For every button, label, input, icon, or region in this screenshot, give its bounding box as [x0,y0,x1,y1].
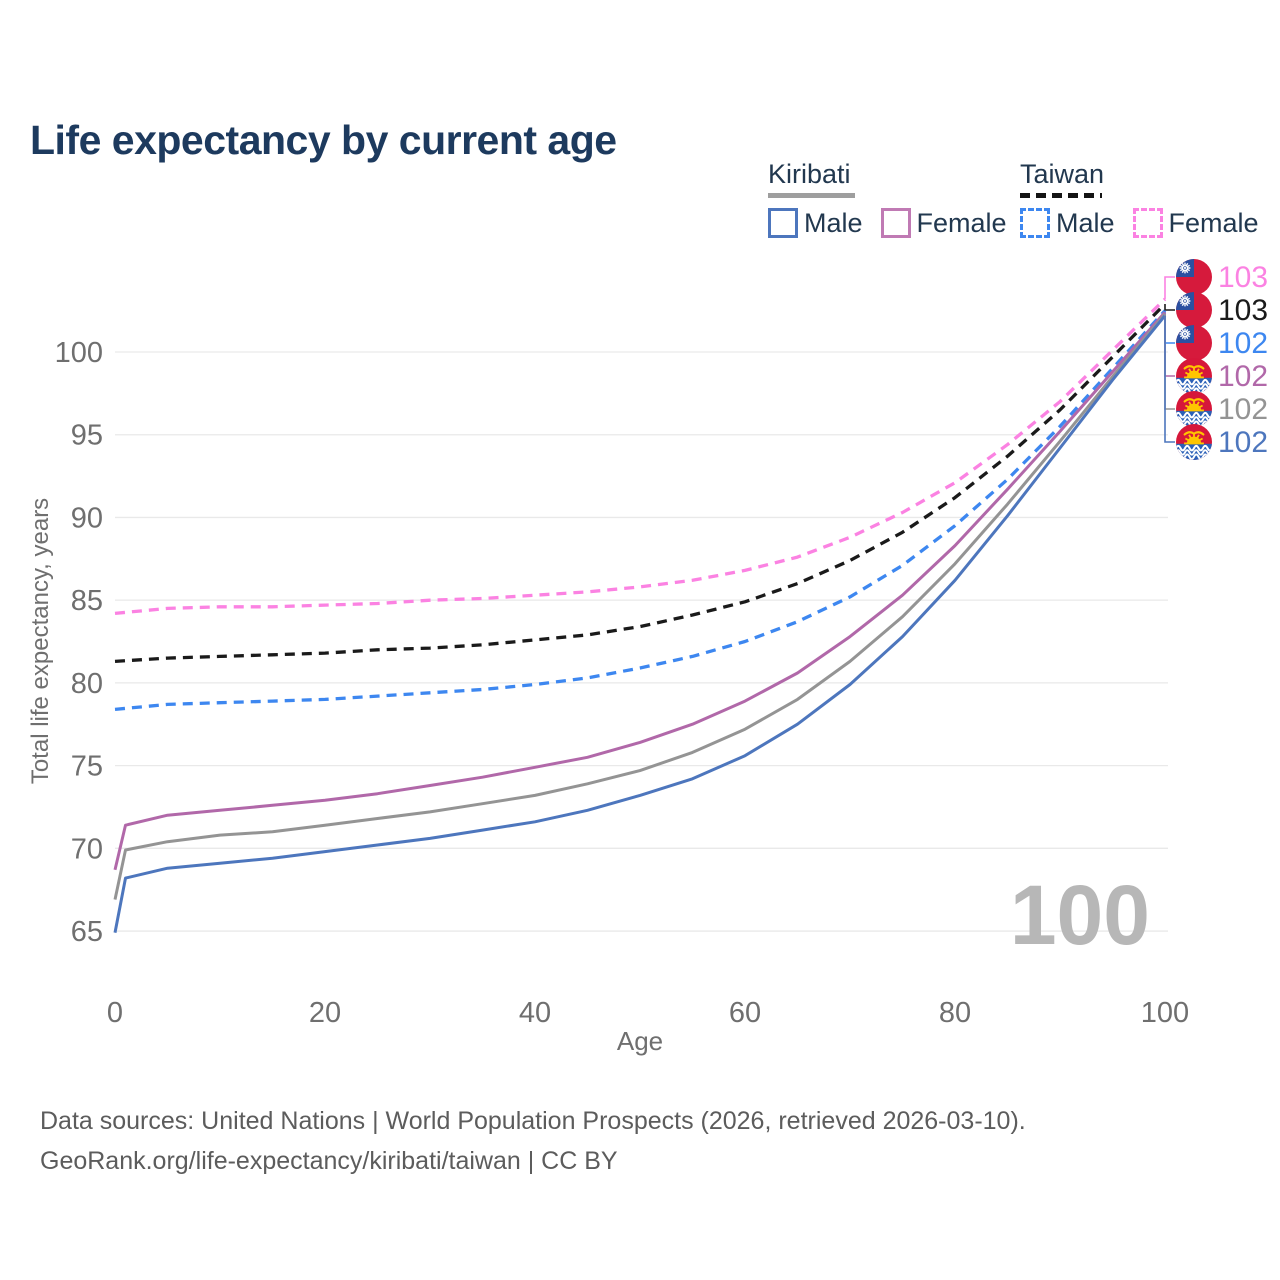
x-tick-0: 0 [107,997,123,1029]
end-label-value: 102 [1218,393,1268,426]
page-title: Life expectancy by current age [30,117,617,164]
legend-swatch-kiribati-male[interactable] [768,208,798,239]
x-tick-40: 40 [519,997,551,1029]
x-tick-80: 80 [939,997,971,1029]
kiribati-flag-icon [1176,424,1212,460]
series-line-taiwan-male [114,309,1167,712]
footer-attribution-link: GeoRank.org/life-expectancy/kiribati/tai… [40,1147,618,1175]
x-tick-20: 20 [309,997,341,1029]
end-label-taiwan-total: 103 [1176,292,1268,328]
age-watermark: 100 [1010,868,1150,962]
legend-group-kiribati: Kiribati Male Female [768,159,1025,239]
y-tick-90: 90 [71,502,103,534]
y-tick-85: 85 [71,585,103,617]
end-label-value: 103 [1218,294,1268,327]
end-label-value: 103 [1218,261,1268,294]
y-tick-70: 70 [71,833,103,865]
series-line-kiribati-male [113,314,1167,933]
y-tick-75: 75 [71,751,103,783]
taiwan-flag-icon [1176,259,1212,295]
x-tick-60: 60 [729,997,761,1029]
kiribati-flag-icon [1176,358,1212,394]
y-tick-100: 100 [55,337,103,369]
legend-underline-solid [768,192,855,198]
series-line-kiribati-total [113,312,1167,900]
footer-data-sources: Data sources: United Nations | World Pop… [40,1107,1026,1135]
end-label-value: 102 [1218,360,1268,393]
legend-group-taiwan: Taiwan Male Female [1020,159,1277,239]
legend-swatch-taiwan-female[interactable] [1132,208,1163,239]
series-line-kiribati-female [113,311,1167,871]
y-tick-95: 95 [71,420,103,452]
label-connector-taiwan-female [1164,276,1175,300]
legend-swatch-taiwan-male[interactable] [1020,208,1050,239]
label-connector-kiribati-total [1164,313,1175,410]
y-tick-80: 80 [71,668,103,700]
series-line-taiwan-total [114,302,1167,664]
end-label-taiwan-female: 103 [1176,259,1268,295]
end-label-kiribati-male: 102 [1176,424,1268,460]
end-label-kiribati-total: 102 [1176,391,1268,427]
label-connector-kiribati-male [1164,315,1175,443]
legend-country-kiribati: Kiribati [768,159,851,189]
label-connector-taiwan-total [1164,304,1175,311]
legend-label-kiribati-female: Female [916,207,1007,238]
y-axis-title: Total life expectancy, years [27,498,54,784]
end-label-kiribati-female: 102 [1176,358,1268,394]
taiwan-flag-icon [1176,325,1212,361]
legend-label-taiwan-female: Female [1168,207,1259,238]
legend-underline-dashed [1020,192,1102,198]
legend-label-taiwan-male: Male [1056,207,1115,238]
legend-country-taiwan: Taiwan [1020,159,1105,189]
x-axis-title: Age [617,1026,663,1056]
legend-label-kiribati-male: Male [804,207,863,238]
y-tick-65: 65 [71,916,103,948]
kiribati-flag-icon [1176,391,1212,427]
label-connector-kiribati-female [1164,312,1175,377]
x-tick-100: 100 [1141,997,1189,1029]
label-connector-taiwan-male [1164,310,1175,344]
end-label-value: 102 [1218,426,1268,459]
series-line-taiwan-female [114,297,1167,616]
taiwan-flag-icon [1176,292,1212,328]
legend-swatch-kiribati-female[interactable] [880,208,911,239]
end-label-value: 102 [1218,327,1268,360]
end-label-taiwan-male: 102 [1176,325,1268,361]
